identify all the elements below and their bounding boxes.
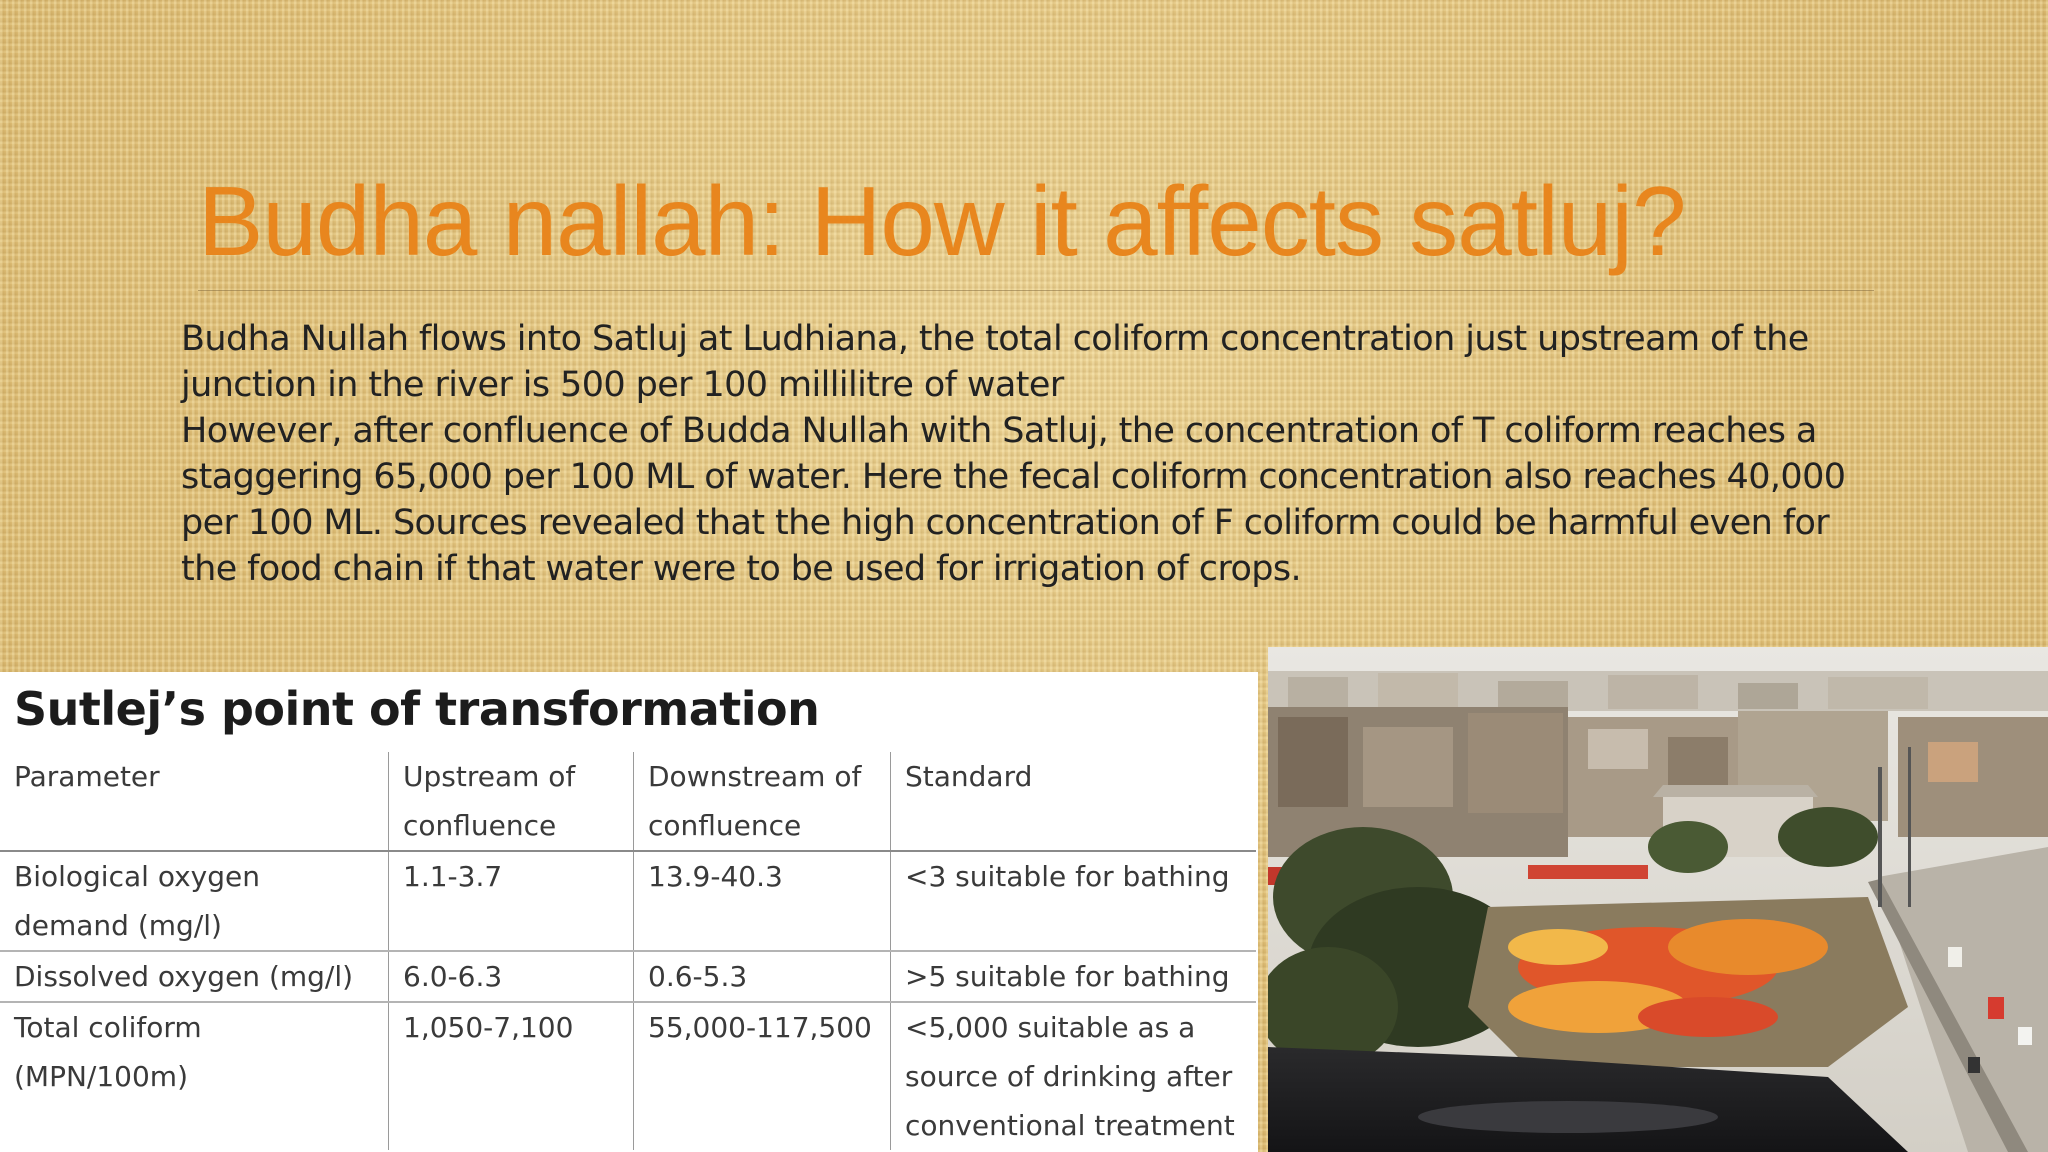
table-cell: 13.9-40.3 (633, 851, 891, 951)
title-divider (198, 290, 1874, 291)
table-cell: <5,000 suitable as a source of drinking … (890, 1002, 1256, 1150)
column-header-downstream: Downstream of confluence (633, 752, 891, 851)
body-paragraph-1: Budha Nullah flows into Satluj at Ludhia… (181, 319, 1809, 405)
table-cell: 6.0-6.3 (388, 951, 634, 1002)
column-header-parameter: Parameter (14, 760, 160, 793)
table-cell: Total coliform (MPN/100m) (14, 1011, 202, 1093)
table-cell: 1,050-7,100 (388, 1002, 634, 1150)
table-cell: Dissolved oxygen (mg/l) (14, 960, 354, 993)
table-image-panel: Sutlej’s point of transformation Paramet… (0, 672, 1258, 1152)
table-cell: <3 suitable for bathing (890, 851, 1256, 951)
column-header-standard: Standard (890, 752, 1256, 851)
table-heading: Sutlej’s point of transformation (14, 682, 820, 736)
table-row: Dissolved oxygen (mg/l) 6.0-6.3 0.6-5.3 … (0, 951, 1256, 1002)
table-cell: 1.1-3.7 (388, 851, 634, 951)
slide-title: Budha nallah: How it affects satluj? (198, 166, 1687, 276)
table-row: Total coliform (MPN/100m) 1,050-7,100 55… (0, 1002, 1256, 1150)
body-paragraph-2: However, after confluence of Budda Nulla… (181, 411, 1846, 589)
water-quality-table: Parameter Upstream of confluence Downstr… (0, 752, 1256, 1150)
table-cell: >5 suitable for bathing (890, 951, 1256, 1002)
table-cell: 55,000-117,500 (633, 1002, 891, 1150)
column-header-upstream: Upstream of confluence (388, 752, 634, 851)
river-photo (1268, 647, 2048, 1152)
table-row: Biological oxygen demand (mg/l) 1.1-3.7 … (0, 851, 1256, 951)
table-header-row: Parameter Upstream of confluence Downstr… (0, 752, 1256, 851)
table-cell: 0.6-5.3 (633, 951, 891, 1002)
table-cell: Biological oxygen demand (mg/l) (14, 860, 260, 942)
slide-body: Budha Nullah flows into Satluj at Ludhia… (181, 316, 1881, 592)
